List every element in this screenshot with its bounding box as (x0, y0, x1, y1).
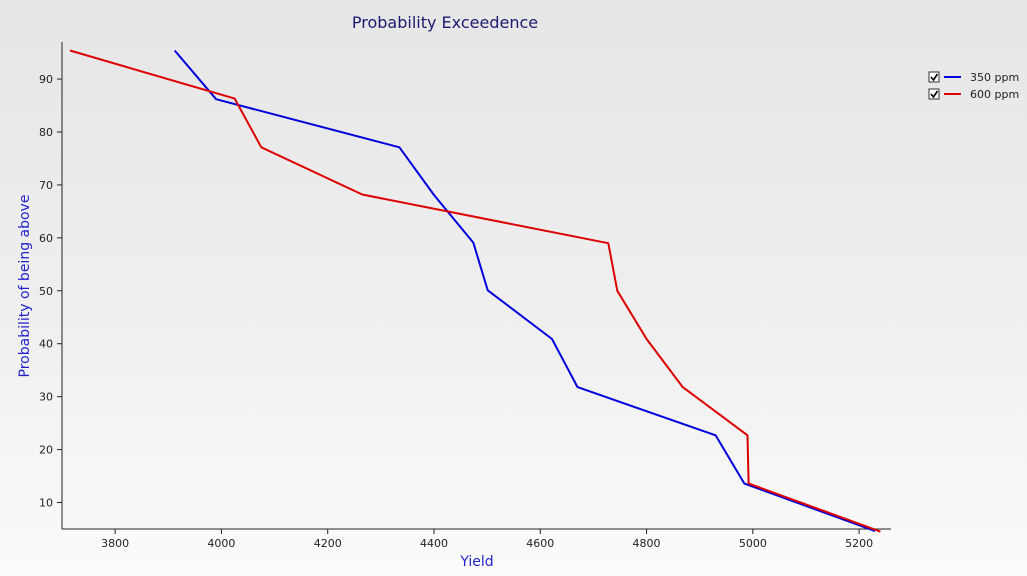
y-tick-label: 20 (39, 444, 53, 457)
y-tick-label: 30 (39, 391, 53, 404)
x-tick-label: 4600 (526, 537, 554, 550)
legend-checkbox[interactable] (928, 88, 940, 100)
y-ticks: 10 20 30 40 50 60 70 80 90 (39, 73, 62, 510)
legend-checkbox[interactable] (928, 71, 940, 83)
y-tick-label: 60 (39, 232, 53, 245)
x-tick-label: 3800 (101, 537, 129, 550)
y-tick-label: 90 (39, 73, 53, 86)
checkmark-icon (930, 90, 939, 99)
y-tick-label: 50 (39, 285, 53, 298)
x-tick-label: 5200 (845, 537, 873, 550)
legend-label: 350 ppm (970, 71, 1019, 84)
x-ticks: 3800 4000 4200 4400 4600 4800 5000 5200 (101, 529, 873, 550)
x-axis-label: Yield (459, 554, 493, 570)
y-tick-label: 80 (39, 126, 53, 139)
legend-label: 600 ppm (970, 88, 1019, 101)
series-line-600-ppm (69, 49, 881, 533)
y-axis-label: Probability of being above (17, 195, 33, 378)
checkmark-icon (930, 73, 939, 82)
x-tick-label: 4800 (633, 537, 661, 550)
y-tick-label: 40 (39, 338, 53, 351)
x-tick-label: 4400 (420, 537, 448, 550)
chart-title: Probability Exceedence (352, 13, 538, 32)
y-tick-label: 70 (39, 179, 53, 192)
legend: 350 ppm 600 ppm (928, 71, 1019, 101)
x-tick-label: 4200 (314, 537, 342, 550)
series-line-350-ppm (173, 49, 876, 533)
x-tick-label: 5000 (739, 537, 767, 550)
x-tick-label: 4000 (207, 537, 235, 550)
series-lines (69, 49, 881, 533)
y-tick-label: 10 (39, 497, 53, 510)
